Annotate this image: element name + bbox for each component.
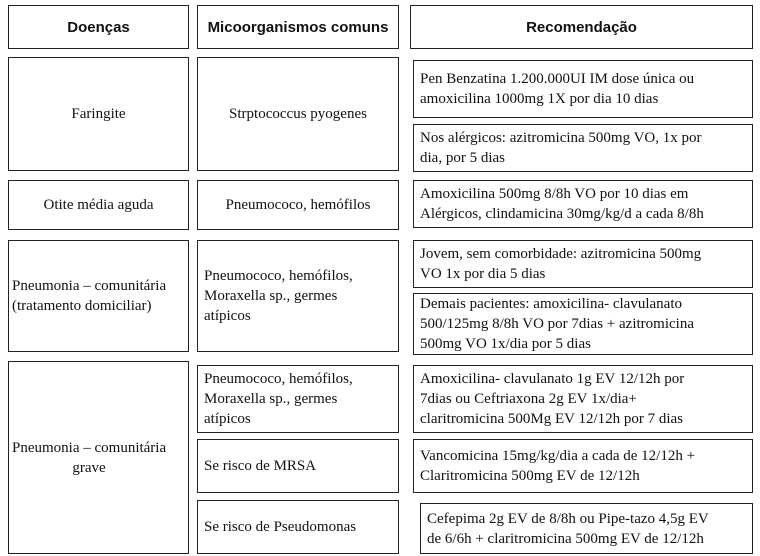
recommendation-cell: Nos alérgicos: azitromicina 500mg VO, 1x… — [413, 124, 753, 172]
recommendation-cell: Amoxicilina 500mg 8/8h VO por 10 dias em… — [413, 180, 753, 228]
header-diseases: Doenças — [8, 5, 189, 49]
disease-cell: Pneumonia – comunitária grave — [8, 361, 189, 554]
microorganism-cell: Pneumococo, hemófilos, Moraxella sp., ge… — [197, 240, 399, 352]
disease-cell: Faringite — [8, 57, 189, 171]
recommendation-cell: Cefepima 2g EV de 8/8h ou Pipe-tazo 4,5g… — [420, 503, 753, 554]
recommendation-text: Cefepima 2g EV de 8/8h ou Pipe-tazo 4,5g… — [427, 510, 709, 547]
recommendation-cell: Demais pacientes: amoxicilina- clavulana… — [413, 293, 753, 355]
microorganism-label: Se risco de Pseudomonas — [204, 519, 357, 535]
microorganism-cell: Se risco de Pseudomonas — [197, 500, 399, 554]
header-microorganisms-label: Micoorganismos comuns — [207, 18, 389, 36]
header-recommendation-label: Recomendação — [526, 18, 637, 36]
recommendation-cell: Jovem, sem comorbidade: azitromicina 500… — [413, 240, 753, 288]
recommendation-text: Nos alérgicos: azitromicina 500mg VO, 1x… — [420, 130, 702, 166]
microorganism-cell: Pneumococo, hemófilos, Moraxella sp., ge… — [197, 365, 399, 433]
microorganism-cell: Pneumococo, hemófilos — [197, 180, 399, 230]
disease-label: Faringite — [71, 106, 126, 122]
microorganism-cell: Se risco de MRSA — [197, 439, 399, 493]
disease-label: Pneumonia – comunitária (tratamento domi… — [12, 278, 167, 314]
microorganism-label: Pneumococo, hemófilos, Moraxella sp., ge… — [204, 371, 353, 427]
microorganism-label: Se risco de MRSA — [204, 458, 317, 474]
header-microorganisms: Micoorganismos comuns — [197, 5, 399, 49]
disease-label: Otite média aguda — [43, 197, 154, 213]
recommendation-text: Amoxicilina- clavulanato 1g EV 12/12h po… — [420, 371, 685, 427]
microorganism-label: Pneumococo, hemófilos, Moraxella sp., ge… — [204, 268, 353, 324]
recommendation-cell: Vancomicina 15mg/kg/dia a cada de 12/12h… — [413, 439, 753, 493]
recommendation-text: Amoxicilina 500mg 8/8h VO por 10 dias em… — [420, 186, 704, 222]
recommendation-cell: Pen Benzatina 1.200.000UI IM dose única … — [413, 60, 753, 118]
header-recommendation: Recomendação — [410, 5, 753, 49]
recommendation-cell: Amoxicilina- clavulanato 1g EV 12/12h po… — [413, 365, 753, 433]
microorganism-cell: Strptococcus pyogenes — [197, 57, 399, 171]
disease-label: Pneumonia – comunitária grave — [12, 439, 167, 476]
microorganism-label: Pneumococo, hemófilos — [225, 197, 371, 213]
recommendation-text: Jovem, sem comorbidade: azitromicina 500… — [420, 246, 702, 282]
header-diseases-label: Doenças — [67, 18, 130, 36]
microorganism-label: Strptococcus pyogenes — [229, 106, 367, 122]
recommendation-text: Vancomicina 15mg/kg/dia a cada de 12/12h… — [420, 448, 696, 484]
disease-cell: Pneumonia – comunitária (tratamento domi… — [8, 240, 189, 352]
disease-cell: Otite média aguda — [8, 180, 189, 230]
recommendation-text: Pen Benzatina 1.200.000UI IM dose única … — [420, 71, 695, 107]
recommendation-text: Demais pacientes: amoxicilina- clavulana… — [420, 296, 694, 352]
